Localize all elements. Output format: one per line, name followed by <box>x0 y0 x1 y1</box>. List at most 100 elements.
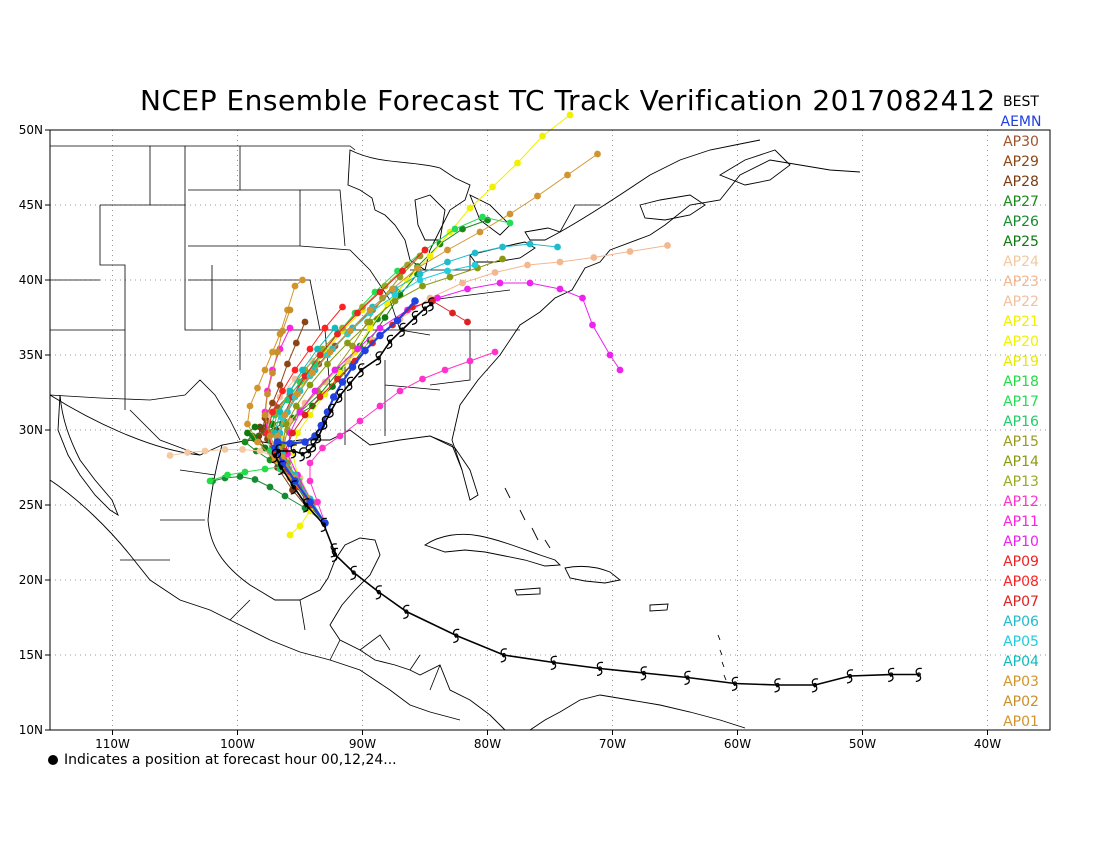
jamaica <box>514 587 541 596</box>
hurricane-symbol-icon <box>336 388 344 404</box>
lat-tick-label: 50N <box>19 123 43 137</box>
member-position-dot <box>184 449 191 456</box>
member-position-dot <box>376 324 384 332</box>
legend-item-ap27: AP27 <box>1003 194 1039 210</box>
member-position-dot <box>344 339 351 347</box>
member-position-dot <box>594 150 601 158</box>
coastlines <box>49 139 861 731</box>
member-position-dot <box>451 225 459 233</box>
member-position-dot <box>292 402 300 410</box>
member-position-dot <box>419 375 426 383</box>
member-line <box>291 114 571 524</box>
member-position-dot <box>314 345 321 353</box>
hurricane-symbol-icon <box>500 648 507 663</box>
member-position-dot <box>239 446 246 453</box>
legend-item-ap26: AP26 <box>1003 214 1039 230</box>
member-position-dot <box>426 252 434 260</box>
member-position-dot <box>506 219 514 227</box>
member-position-dot <box>471 261 479 269</box>
member-position-dot <box>316 393 324 401</box>
legend-item-ap12: AP12 <box>1003 494 1039 510</box>
legend-item-ap18: AP18 <box>1003 374 1039 390</box>
hispaniola <box>564 565 622 584</box>
member-position-dot <box>269 369 276 377</box>
axis-labels: 110W 100W 90W 80W 70W 60W 50W 40W 10N 15N 20N 25N 30… <box>19 123 1001 751</box>
member-position-dot <box>201 447 209 455</box>
hurricane-symbol-icon <box>428 297 435 312</box>
legend-item-ap28: AP28 <box>1003 174 1039 190</box>
member-position-dot <box>554 243 561 251</box>
member-position-dot <box>244 429 251 437</box>
mean-position-dot <box>361 346 369 355</box>
hurricane-symbol-icon <box>399 322 406 338</box>
best-line <box>274 303 919 686</box>
member-position-dot <box>506 210 514 218</box>
member-position-dot <box>444 258 451 266</box>
member-position-dot <box>491 269 499 276</box>
member-position-dot <box>466 204 474 212</box>
legend-item-ap14: AP14 <box>1003 454 1039 470</box>
member-position-dot <box>389 285 396 293</box>
member-position-dot <box>286 387 294 395</box>
hurricane-symbol-icon <box>811 678 819 693</box>
member-position-dot <box>254 438 261 446</box>
legend-item-ap30: AP30 <box>1003 134 1039 150</box>
member-position-dot <box>319 444 326 452</box>
best-track <box>271 297 922 693</box>
hurricane-symbol-icon <box>731 676 739 692</box>
member-position-dot <box>281 411 289 419</box>
member-position-dot <box>296 378 304 386</box>
hurricane-symbol-icon <box>290 480 297 495</box>
member-position-dot <box>391 291 399 299</box>
hurricane-symbol-icon <box>375 585 382 600</box>
member-position-dot <box>449 309 456 317</box>
member-position-dot <box>311 360 319 368</box>
member-position-dot <box>254 384 261 392</box>
member-position-dot <box>314 498 321 506</box>
hurricane-symbol-icon <box>271 448 279 464</box>
member-track-ap21 <box>289 111 574 527</box>
member-position-dot <box>534 192 541 200</box>
member-line <box>246 279 326 524</box>
member-position-dot <box>306 381 314 389</box>
canada-coast <box>559 139 791 233</box>
member-position-dot <box>299 366 306 374</box>
legend-item-ap09: AP09 <box>1003 554 1039 570</box>
hurricane-symbol-icon <box>453 628 460 644</box>
hurricane-symbol-icon <box>386 334 394 350</box>
hurricane-symbol-icon <box>328 403 335 419</box>
hurricane-symbol-icon <box>278 460 285 476</box>
member-position-dot <box>366 306 374 314</box>
mean-position-dot <box>338 378 347 386</box>
legend-item-ap10: AP10 <box>1003 534 1039 550</box>
lat-tick-label: 20N <box>19 573 43 587</box>
member-position-dot <box>279 327 286 335</box>
member-position-dot <box>244 420 251 428</box>
legend-item-ap05: AP05 <box>1003 634 1039 650</box>
mean-position-dot <box>348 363 357 371</box>
legend-item-ap24: AP24 <box>1003 254 1039 270</box>
member-position-dot <box>514 159 521 167</box>
member-position-dot <box>416 252 424 260</box>
member-position-dot <box>301 411 309 419</box>
member-position-dot <box>441 366 449 374</box>
florida <box>429 435 463 471</box>
member-position-dot <box>306 411 314 419</box>
hurricane-symbol-icon <box>303 498 310 513</box>
member-position-dot <box>626 248 634 255</box>
us-mexico-border <box>49 379 241 441</box>
legend-item-ap08: AP08 <box>1003 574 1039 590</box>
legend-item-ap02: AP02 <box>1003 694 1039 710</box>
member-position-dot <box>356 417 364 425</box>
member-position-dot <box>444 246 451 254</box>
hurricane-symbol-icon <box>596 661 604 677</box>
member-position-dot <box>466 357 474 365</box>
member-position-dot <box>251 476 259 483</box>
member-position-dot <box>589 321 596 329</box>
member-position-dot <box>261 444 269 452</box>
member-position-dot <box>381 314 389 321</box>
mean-position-dot <box>301 438 309 446</box>
member-position-dot <box>416 270 424 278</box>
member-position-dot <box>334 330 341 338</box>
legend-item-ap06: AP06 <box>1003 614 1039 630</box>
